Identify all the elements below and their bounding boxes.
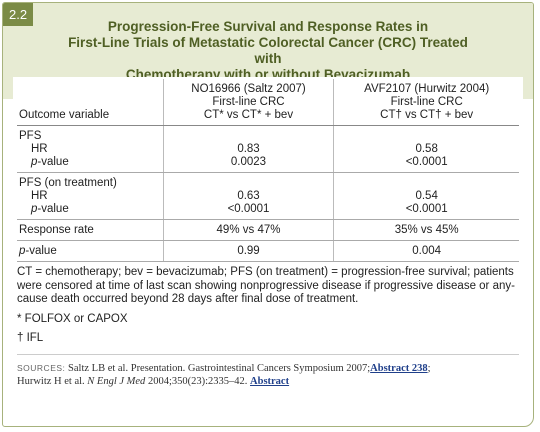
footnote: CT = chemotherapy; bev = bevacizumab; PF… xyxy=(17,266,515,305)
column-header: NO16966 (Saltz 2007) First-line CRC CT* vs… xyxy=(162,79,335,126)
label-cell: Response rate xyxy=(17,219,164,241)
row-label: p-value xyxy=(31,203,69,215)
header-line: NO16966 (Saltz 2007) xyxy=(191,83,306,95)
value-cell: 0.0023 xyxy=(162,156,335,173)
group-row: PFS xyxy=(17,125,519,144)
value-cell: 0.83 xyxy=(162,143,335,156)
column-header: AVF2107 (Hurwitz 2004) First-line CRC CT† … xyxy=(333,79,519,126)
label-cell: p-value xyxy=(17,156,164,173)
value-cell: 49% vs 47% xyxy=(162,219,335,241)
header-line: CT* vs CT* + bev xyxy=(203,109,294,121)
value-cell: 0.58 xyxy=(415,143,438,155)
title: Progression-Free Survival and Response R… xyxy=(53,19,483,83)
row-label: Response rate xyxy=(19,224,94,236)
value-cell: 0.99 xyxy=(162,240,335,262)
title-line: First-Line Trials of Metastatic Colorect… xyxy=(68,35,468,66)
label-cell: p-value xyxy=(17,203,164,220)
footnote: † IFL xyxy=(17,332,44,344)
row-label: p-value xyxy=(19,245,57,257)
header-row: Outcome variable NO16966 (Saltz 2007) Firs… xyxy=(17,79,519,126)
cell xyxy=(162,125,335,143)
data-row: Response rate 49% vs 47% 35% vs 45% xyxy=(17,219,519,241)
row-label: HR xyxy=(31,190,48,202)
cell xyxy=(334,126,519,144)
value-cell: <0.0001 xyxy=(333,203,519,220)
row-label: HR xyxy=(31,143,48,155)
cell xyxy=(162,172,335,190)
header-line: AVF2107 (Hurwitz 2004) xyxy=(364,83,490,95)
label-cell: p-value xyxy=(17,240,164,262)
abstract-link[interactable]: Abstract 238 xyxy=(370,362,428,374)
sources-label: SOURCES: xyxy=(17,362,66,373)
data-row: HR 0.63 0.54 xyxy=(17,190,519,203)
value-cell: <0.0001 xyxy=(333,156,519,173)
content: Outcome variable NO16966 (Saltz 2007) Firs… xyxy=(13,77,523,426)
row-label: p-value xyxy=(31,156,69,168)
footnote: * FOLFOX or CAPOX xyxy=(17,312,128,325)
column-header: Outcome variable xyxy=(17,79,164,126)
table-body: PFS HR 0.83 0.58 p-value 0.0023 <0.0001 PFS (on… xyxy=(17,125,519,262)
notes: CT = chemotherapy; bev = bevacizumab; PF… xyxy=(17,266,519,346)
value-cell: <0.0001 xyxy=(162,203,335,220)
value-cell: 35% vs 45% xyxy=(333,219,519,241)
abstract-link[interactable]: Abstract xyxy=(250,375,290,387)
source-text: 2004;350(23):2335–42. xyxy=(147,375,248,387)
data-row: p-value 0.99 0.004 xyxy=(17,240,519,262)
title-line: Progression-Free Survival and Response R… xyxy=(107,19,429,34)
header-line: CT† vs CT† + bev xyxy=(380,109,474,121)
header-line: Outcome variable xyxy=(19,109,110,121)
source-text: Hurwitz H et al. xyxy=(17,375,85,387)
frame: 2.2 Progression-Free Survival and Respon… xyxy=(2,2,534,427)
source-text: Saltz LB et al. Presentation. Gastrointe… xyxy=(68,362,371,374)
journal: N Engl J Med xyxy=(87,375,146,387)
header-line: First-line CRC xyxy=(212,96,285,108)
label-cell: HR xyxy=(17,143,163,156)
cell xyxy=(334,173,519,191)
value-cell: 0.63 xyxy=(162,190,335,203)
value-cell: 0.004 xyxy=(333,240,519,262)
badge: 2.2 xyxy=(3,3,34,26)
group-row: PFS (on treatment) xyxy=(17,172,519,191)
data-row: HR 0.83 0.58 xyxy=(17,143,519,156)
header-line: First-line CRC xyxy=(390,96,463,108)
group-label: PFS xyxy=(19,130,42,142)
value-cell: 0.54 xyxy=(415,190,438,202)
label-cell: HR xyxy=(17,190,163,203)
group-label: PFS (on treatment) xyxy=(19,177,117,189)
data-row: p-value 0.0023 <0.0001 xyxy=(17,156,519,173)
source-text: ; xyxy=(427,362,431,374)
data-row: p-value <0.0001 <0.0001 xyxy=(17,203,519,220)
table: Outcome variable NO16966 (Saltz 2007) Firs… xyxy=(17,79,519,262)
sources: SOURCES: Saltz LB et al. Presentation. G… xyxy=(17,353,519,388)
